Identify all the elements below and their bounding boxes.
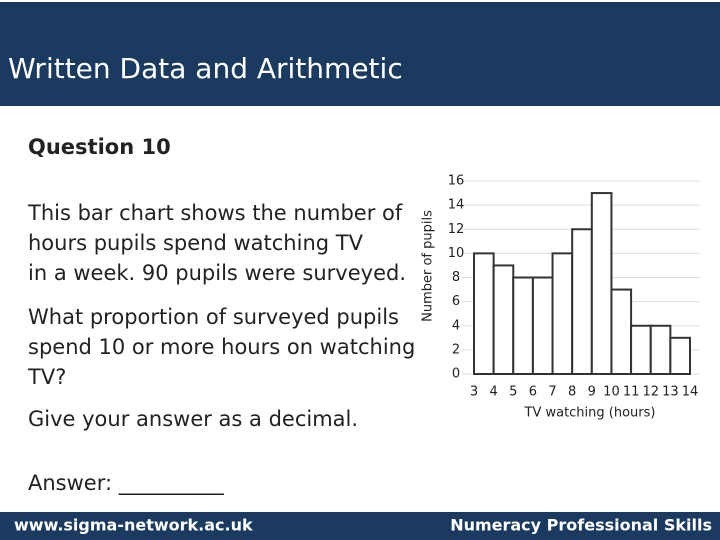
question-text: in a week. 90 pupils were surveyed. [28,261,406,285]
question-text: spend 10 or more hours on watching [28,335,415,359]
footer-bar [0,512,720,540]
x-tick-label: 11 [623,385,640,400]
x-tick-label: 7 [548,385,556,400]
question-text: This bar chart shows the number of [27,201,403,225]
x-tick-label: 4 [489,385,497,400]
y-tick-label: 16 [448,174,465,189]
x-tick-label: 5 [509,385,517,400]
y-tick-label: 0 [452,367,460,382]
y-axis-title: Number of pupils [421,210,436,322]
bar [473,252,495,375]
bar [610,288,633,375]
header-title: Written Data and Arithmetic [8,52,403,85]
header-bar [0,0,720,106]
x-tick-label: 3 [470,385,478,400]
y-tick-label: 8 [452,270,460,285]
x-tick-label: 10 [603,385,620,400]
bar [512,276,534,375]
x-tick-label: 8 [568,385,576,400]
x-tick-label: 9 [588,385,596,400]
question-text: What proportion of surveyed pupils [28,305,399,329]
footer-left: www.sigma-network.ac.uk [14,516,253,535]
bar [649,324,672,375]
question-text: hours pupils spend watching TV [28,231,364,255]
x-tick-label: 6 [529,385,537,400]
bar [492,264,515,375]
bar [571,228,593,375]
bar [669,336,692,375]
question-text: Give your answer as a decimal. [28,407,358,431]
x-axis-title: TV watching (hours) [524,406,656,421]
bar [630,324,652,375]
y-tick-label: 2 [452,342,460,357]
x-tick-label: 14 [682,385,699,400]
x-tick-label: 12 [642,385,659,400]
y-tick-label: 6 [452,294,460,309]
y-tick-label: 14 [448,198,465,213]
question-text: TV? [27,365,66,389]
y-tick-label: 12 [448,222,465,237]
bar [590,192,613,375]
y-tick-label: 10 [448,246,465,261]
bar [551,252,574,375]
question-heading: Question 10 [28,135,171,159]
y-tick-label: 4 [452,318,460,333]
bar [531,276,554,375]
footer-right: Numeracy Professional Skills [450,516,712,535]
header-line [0,0,720,2]
answer: Answer: __________ [28,471,224,496]
x-tick-label: 13 [662,385,679,400]
